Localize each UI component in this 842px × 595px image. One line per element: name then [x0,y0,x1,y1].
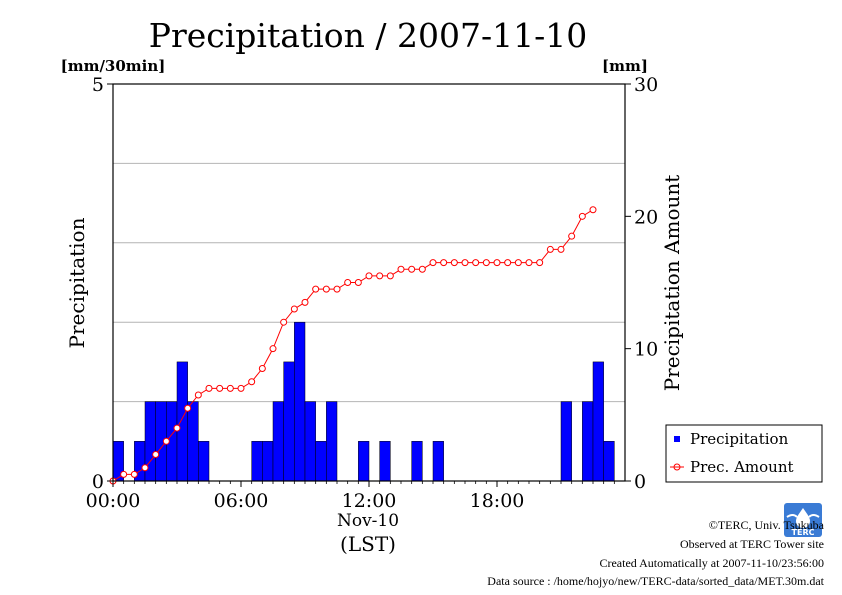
precipitation-bar [187,401,199,482]
precipitation-bar [560,401,572,482]
y-axis-right-label: Precipitation Amount [660,175,684,392]
legend-precipitation-label: Precipitation [690,430,789,448]
prec-amount-marker [216,384,224,392]
precipitation-bar [272,401,284,482]
prec-amount-marker [141,464,149,472]
precipitation-bar [411,441,423,482]
precipitation-bar [432,441,444,482]
prec-amount-marker [525,259,533,267]
prec-amount-marker [429,259,437,267]
prec-amount-marker [269,345,277,353]
legend-precipitation-swatch [674,436,680,442]
y-axis-left-label: Precipitation [65,217,89,348]
prec-amount-marker [205,384,213,392]
legend-amount-marker [673,463,681,471]
prec-amount-marker [450,259,458,267]
prec-amount-marker [194,391,202,399]
prec-amount-marker [376,272,384,280]
precipitation-bar [603,441,615,482]
prec-amount-marker [354,279,362,286]
prec-amount-marker [386,272,394,280]
legend-amount-label: Prec. Amount [690,458,794,476]
right-tick-label: 10 [634,339,658,361]
prec-amount-marker [514,259,522,267]
prec-amount-marker [162,437,170,445]
precipitation-bar [582,401,594,482]
prec-amount-marker [152,451,160,459]
prec-amount-marker [589,206,597,214]
logo-text: TERC [792,528,815,537]
prec-amount-marker [440,259,448,267]
prec-amount-marker [546,245,554,253]
x-tick-label: 06:00 [214,490,269,512]
prec-amount-marker [258,365,266,373]
prec-amount-marker [237,384,245,392]
prec-amount-marker [344,279,352,286]
prec-amount-marker [472,259,480,267]
prec-amount-marker [408,265,416,273]
legend-box [665,424,823,483]
prec-amount-marker [130,470,138,478]
terc-logo: TERC [784,503,822,537]
prec-amount-marker [397,265,405,273]
prec-amount-marker [461,259,469,267]
footer-source: Data source : /home/hojyo/new/TERC-data/… [487,574,824,588]
x-axis-date-label: Nov-10 [337,511,399,531]
prec-amount-marker [536,259,544,267]
footer-observed: Observed at TERC Tower site [679,537,824,551]
right-tick-label: 20 [634,206,658,228]
x-axis-tz-label: (LST) [340,532,396,556]
prec-amount-marker [493,259,501,267]
prec-amount-marker [280,318,288,326]
chart-title: Precipitation / 2007-11-10 [149,16,587,55]
precipitation-bar [283,361,295,482]
precipitation-bar [176,361,188,482]
precipitation-bar [379,441,391,482]
precipitation-bar [262,441,274,482]
left-unit-label: [mm/30min] [61,57,166,75]
x-tick-label: 18:00 [470,490,525,512]
precipitation-bar [358,441,370,482]
right-unit-label: [mm] [602,57,648,75]
precipitation-bar [315,441,327,482]
prec-amount-marker [333,285,341,293]
precipitation-bar [294,321,306,482]
x-tick-label: 12:00 [342,490,397,512]
right-tick-label: 0 [634,471,646,493]
prec-amount-marker [578,212,586,220]
prec-amount-marker [418,265,426,273]
prec-amount-marker [504,259,512,267]
prec-amount-marker [322,285,330,293]
prec-amount-marker [312,285,320,293]
x-tick-label: 00:00 [86,490,141,512]
prec-amount-marker [365,272,373,280]
prec-amount-marker [301,298,309,306]
prec-amount-marker [120,470,128,478]
right-tick-label: 30 [634,74,658,96]
footer-copyright: ©TERC, Univ. Tsukuba [708,518,824,532]
prec-amount-marker [248,378,256,386]
precipitation-bar [198,441,210,482]
left-tick-label: 5 [92,74,104,96]
prec-amount-marker [290,305,298,313]
prec-amount-line [112,209,594,482]
prec-amount-marker [226,384,234,392]
prec-amount-marker [568,232,576,240]
prec-amount-marker [173,424,181,432]
precipitation-bar [592,361,604,482]
prec-amount-marker [557,245,565,253]
prec-amount-marker [482,259,490,267]
precipitation-bar [251,441,263,482]
footer-created: Created Automatically at 2007-11-10/23:5… [599,556,824,570]
left-tick-label: 0 [92,471,104,493]
prec-amount-marker [184,404,192,412]
precipitation-bar [326,401,338,482]
precipitation-bar [304,401,316,482]
